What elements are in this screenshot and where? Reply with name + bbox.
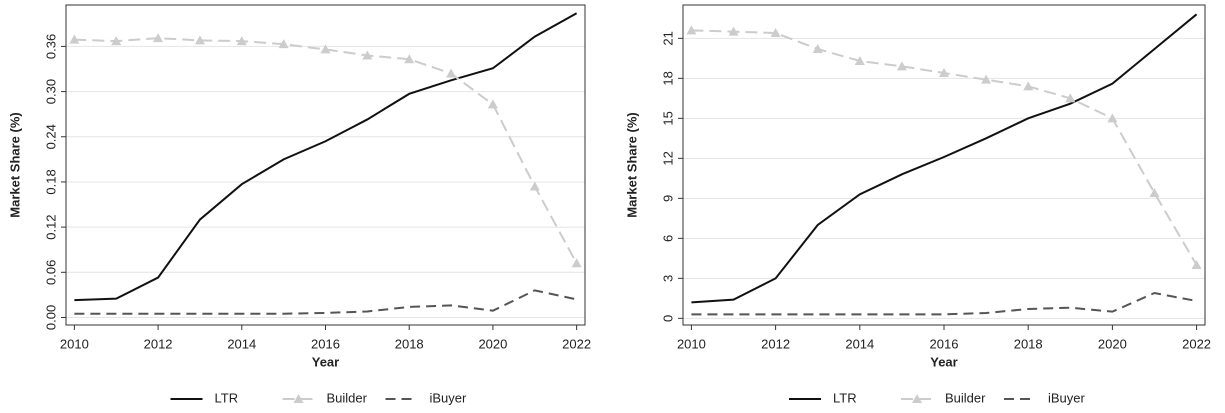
marker (320, 44, 331, 54)
y-tick-label: 9 (660, 195, 675, 202)
marker (854, 56, 865, 65)
y-tick-label: 0.36 (43, 34, 58, 59)
y-axis-title: Market Share (%) (624, 112, 639, 217)
y-tick-label: 0.00 (43, 305, 58, 330)
y-tick-label: 0 (660, 315, 675, 322)
x-tick-label: 2010 (677, 336, 706, 351)
x-tick-label: 2022 (562, 336, 591, 351)
marker (111, 36, 122, 46)
series-line (74, 12, 578, 302)
marker (770, 28, 781, 37)
marker (1149, 188, 1160, 197)
marker (446, 68, 457, 78)
marker (1107, 113, 1118, 123)
marker (362, 50, 373, 60)
marker (1065, 93, 1076, 103)
marker (153, 33, 164, 43)
x-axis-title: Year (930, 354, 957, 369)
y-tick-label: 21 (660, 31, 675, 45)
marker (939, 68, 949, 77)
x-tick-label: 2020 (1098, 336, 1127, 351)
x-tick-label: 2018 (1014, 336, 1043, 351)
marker (686, 25, 697, 35)
legend-label: LTR (833, 390, 857, 405)
legend-label: LTR (215, 390, 239, 405)
marker (529, 181, 540, 191)
y-tick-label: 0.24 (43, 124, 58, 149)
marker (571, 258, 582, 268)
series-line (74, 289, 577, 315)
marker (278, 39, 289, 49)
x-tick-label: 2012 (144, 336, 173, 351)
legend-label: Builder (327, 390, 368, 405)
y-axis-title: Market Share (%) (7, 112, 22, 217)
series-line (691, 291, 1197, 316)
plot-frame (65, 4, 586, 326)
marker (981, 74, 992, 84)
marker (487, 99, 498, 109)
x-tick-label: 2014 (845, 336, 874, 351)
marker (728, 26, 739, 36)
x-tick-label: 2016 (311, 336, 340, 351)
legend-label: Builder (945, 390, 986, 405)
y-tick-label: 3 (660, 275, 675, 282)
series-line (691, 13, 1198, 304)
marker (1023, 81, 1034, 91)
legend-marker (912, 394, 922, 403)
y-tick-label: 6 (660, 235, 675, 242)
x-tick-label: 2012 (761, 336, 790, 351)
x-tick-label: 2016 (930, 336, 959, 351)
y-tick-label: 0.12 (43, 214, 58, 239)
y-tick-label: 0.18 (43, 169, 58, 194)
marker (69, 34, 80, 44)
x-tick-label: 2022 (1182, 336, 1211, 351)
marker (194, 35, 205, 45)
y-tick-label: 0.30 (43, 79, 58, 104)
y-tick-label: 0.06 (43, 260, 58, 285)
x-tick-label: 2018 (395, 336, 424, 351)
x-axis-title: Year (312, 354, 339, 369)
marker (236, 36, 247, 46)
marker (1191, 260, 1202, 269)
series-line (74, 37, 578, 264)
y-tick-label: 12 (660, 151, 675, 165)
legend-marker (293, 394, 304, 403)
legend-label: iBuyer (1048, 390, 1086, 405)
plot-frame (682, 4, 1206, 326)
series-line (691, 29, 1198, 266)
y-tick-label: 18 (660, 71, 675, 85)
marker (896, 61, 907, 71)
x-tick-label: 2014 (227, 336, 256, 351)
legend-label: iBuyer (430, 390, 468, 405)
x-tick-label: 2010 (60, 336, 89, 351)
marker (812, 44, 823, 53)
marker (404, 54, 415, 64)
y-tick-label: 15 (660, 111, 675, 125)
x-tick-label: 2020 (478, 336, 507, 351)
